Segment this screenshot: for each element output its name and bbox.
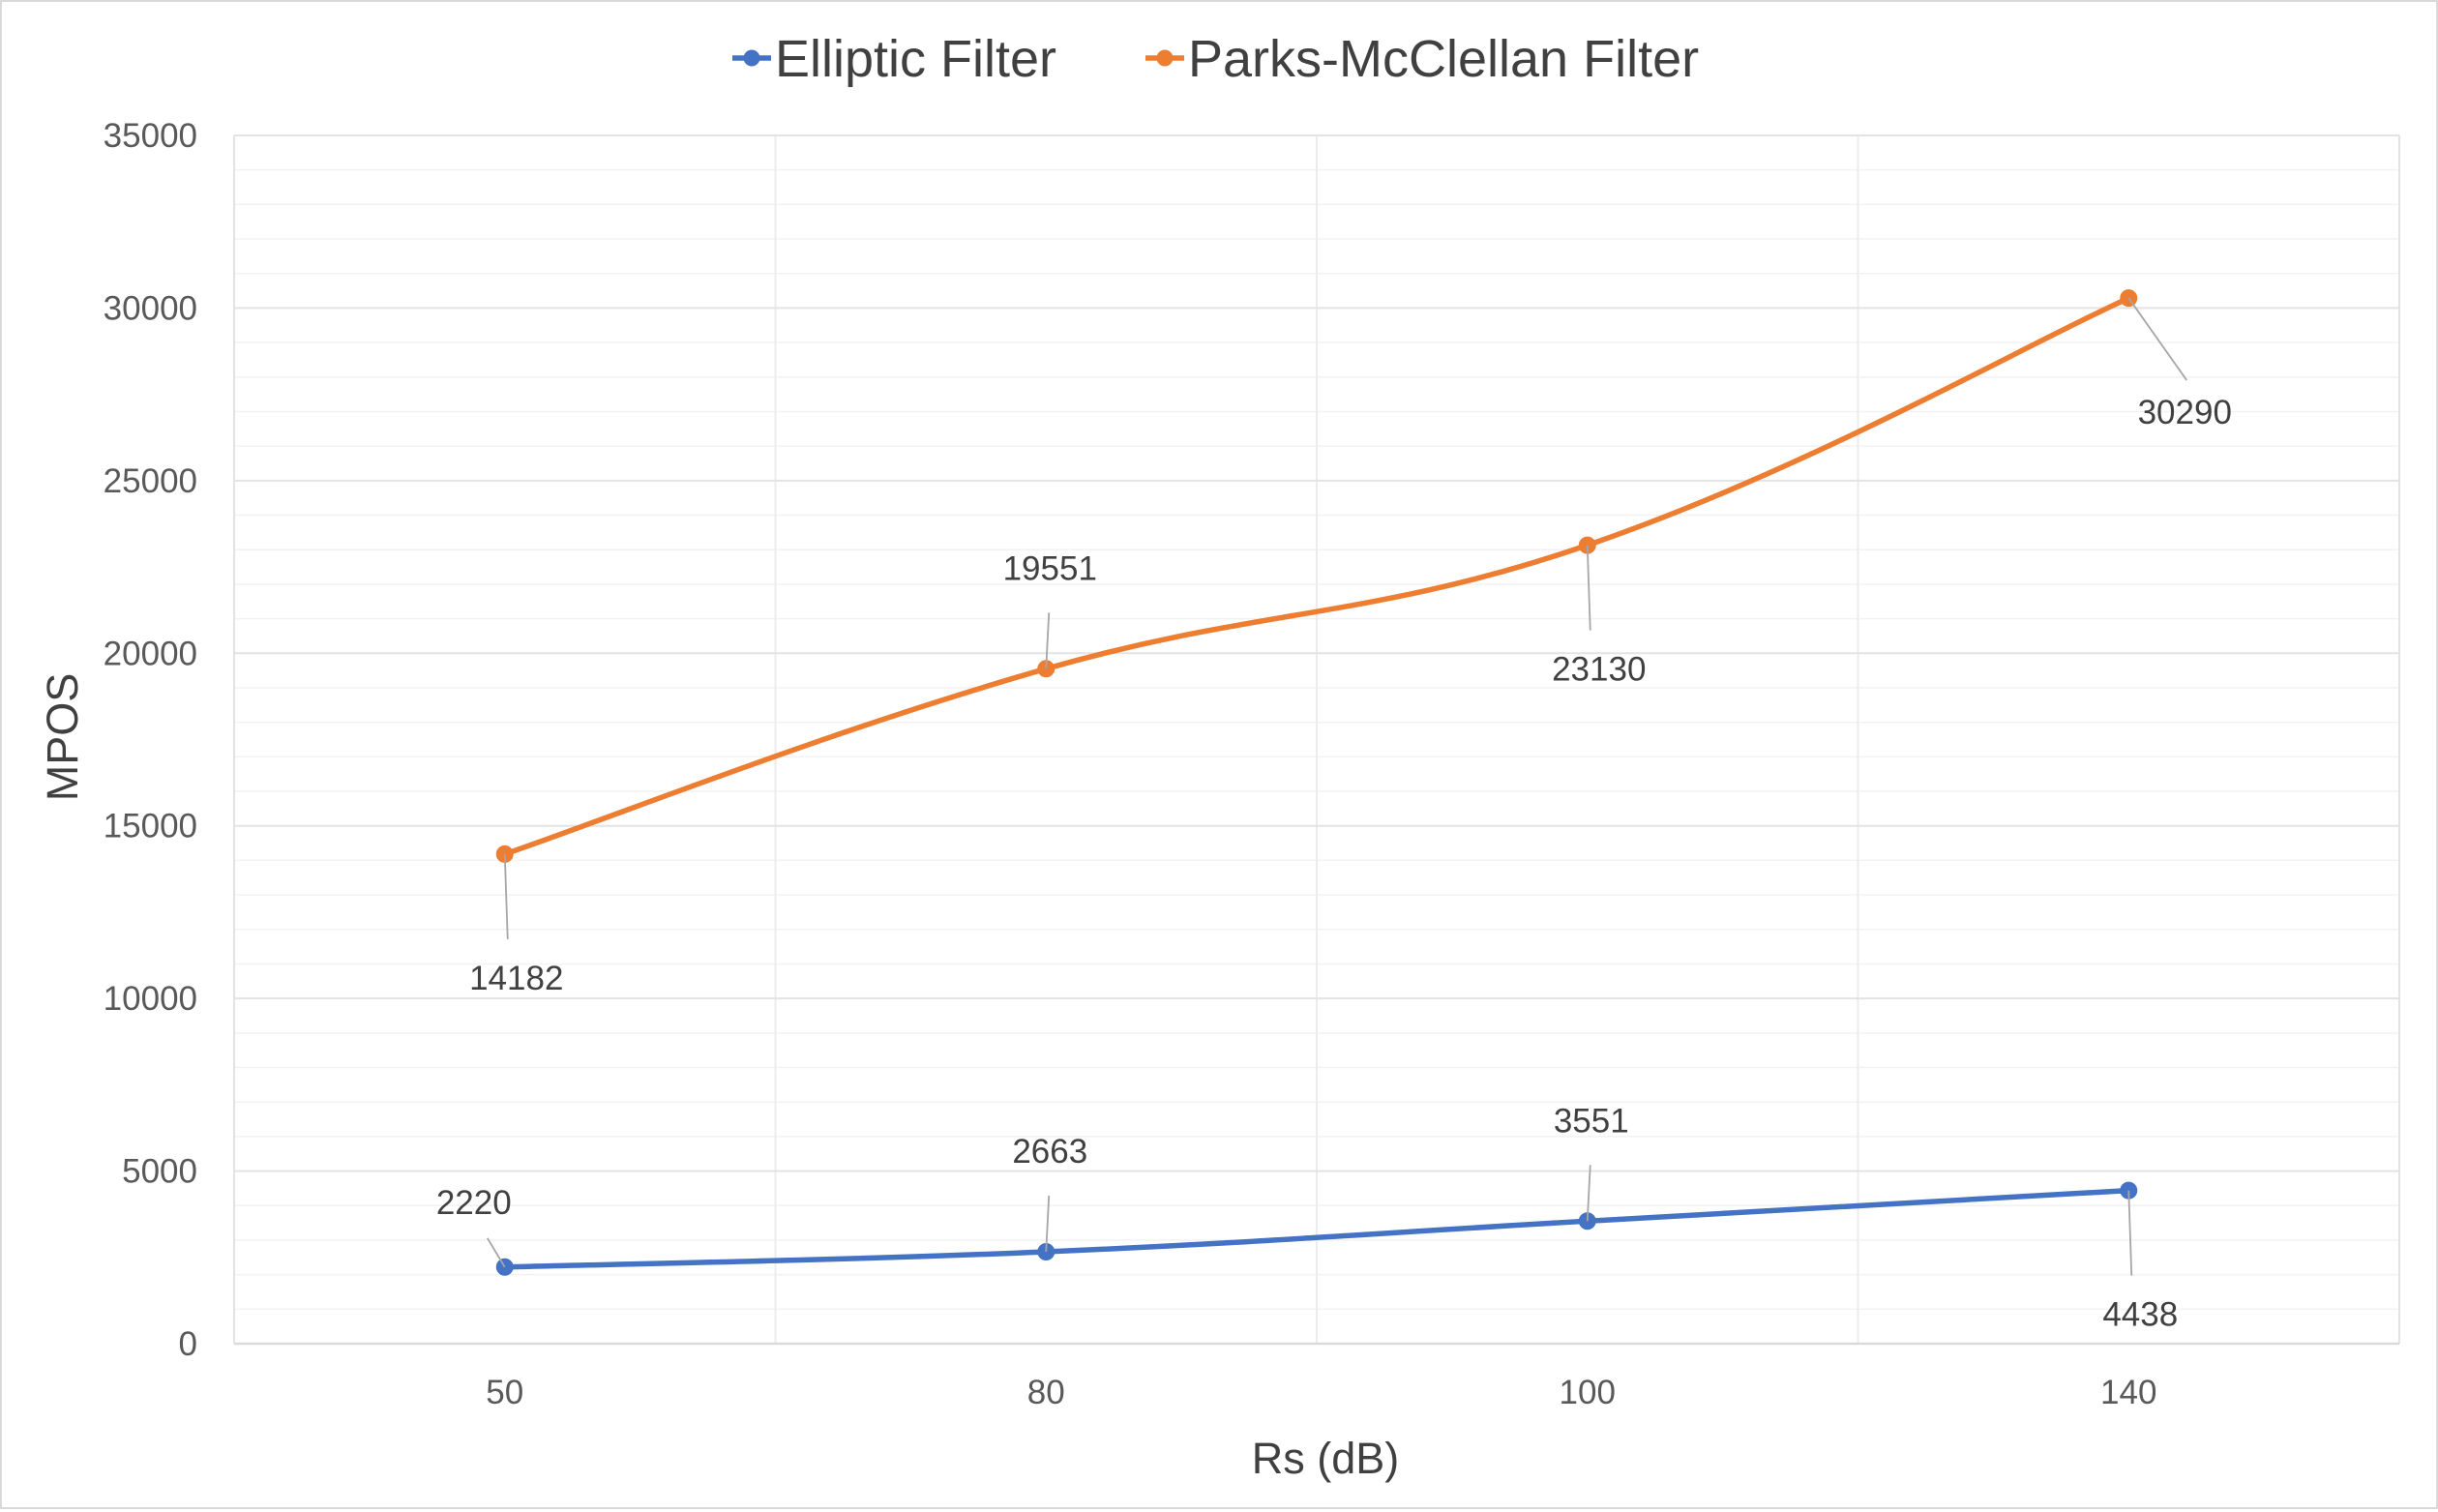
legend-marker-dot: [1156, 49, 1174, 67]
y-tick-label: 15000: [104, 808, 197, 845]
data-label-leader: [1045, 612, 1051, 669]
data-label-leader: [1045, 1195, 1051, 1253]
legend-item-0: Elliptic Filter: [732, 30, 1056, 88]
data-label: 30290: [2138, 394, 2232, 431]
y-tick-label: 30000: [104, 289, 197, 327]
data-label-leader: [1586, 545, 1591, 631]
series-line-1: [502, 295, 2131, 857]
x-axis-title: Rs (dB): [1252, 1434, 1400, 1483]
data-label: 2220: [436, 1184, 512, 1222]
y-tick-label: 35000: [104, 117, 197, 155]
y-tick-label: 20000: [104, 635, 197, 672]
y-tick-label: 10000: [104, 980, 197, 1018]
x-tick-label: 80: [1027, 1374, 1065, 1411]
data-label-leader: [2127, 297, 2187, 381]
legend-label: Elliptic Filter: [775, 30, 1056, 88]
series-line-0: [502, 1187, 2131, 1270]
data-label-leader: [503, 853, 509, 939]
y-tick-label: 25000: [104, 462, 197, 500]
y-tick-label: 0: [179, 1325, 197, 1363]
data-label-leader: [2127, 1190, 2133, 1276]
legend-marker-dot: [743, 49, 760, 67]
y-axis-title: MPOS: [38, 673, 87, 802]
data-label: 2663: [1012, 1133, 1087, 1171]
legend-label: Parks-McClellan Filter: [1188, 30, 1699, 88]
data-label-leader: [486, 1237, 506, 1268]
data-label: 19551: [1003, 549, 1097, 587]
x-tick-label: 50: [486, 1374, 523, 1411]
legend-item-1: Parks-McClellan Filter: [1145, 30, 1699, 88]
legend: Elliptic Filter Parks-McClellan Filter: [732, 30, 1699, 88]
data-label: 4438: [2102, 1296, 2178, 1334]
x-tick-label: 140: [2100, 1374, 2156, 1411]
x-tick-label: 100: [1560, 1374, 1616, 1411]
data-labels: 2220 2663 3551 4438 14182 19551 23130 30290: [436, 297, 2232, 1334]
data-label: 23130: [1552, 651, 1646, 689]
axes: 0 5000 10000 15000 20000 25000 30000 35000 50 80 1…: [104, 117, 2399, 1411]
gridlines: [233, 134, 2400, 1344]
data-label-leader: [1586, 1165, 1591, 1222]
data-label: 3551: [1554, 1102, 1629, 1140]
data-label: 14182: [469, 960, 563, 997]
y-tick-label: 5000: [122, 1153, 197, 1191]
